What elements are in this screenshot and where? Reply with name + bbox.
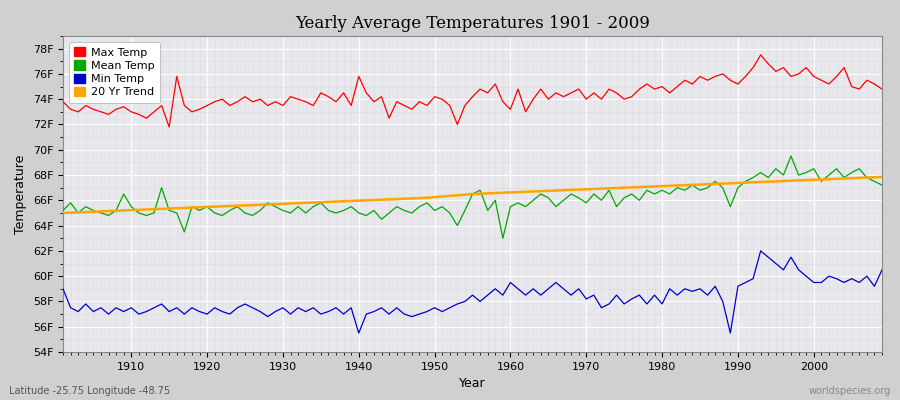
Y-axis label: Temperature: Temperature — [14, 154, 27, 234]
X-axis label: Year: Year — [459, 377, 486, 390]
Text: worldspecies.org: worldspecies.org — [809, 386, 891, 396]
Legend: Max Temp, Mean Temp, Min Temp, 20 Yr Trend: Max Temp, Mean Temp, Min Temp, 20 Yr Tre… — [68, 42, 160, 103]
Title: Yearly Average Temperatures 1901 - 2009: Yearly Average Temperatures 1901 - 2009 — [295, 15, 650, 32]
Text: Latitude -25.75 Longitude -48.75: Latitude -25.75 Longitude -48.75 — [9, 386, 170, 396]
